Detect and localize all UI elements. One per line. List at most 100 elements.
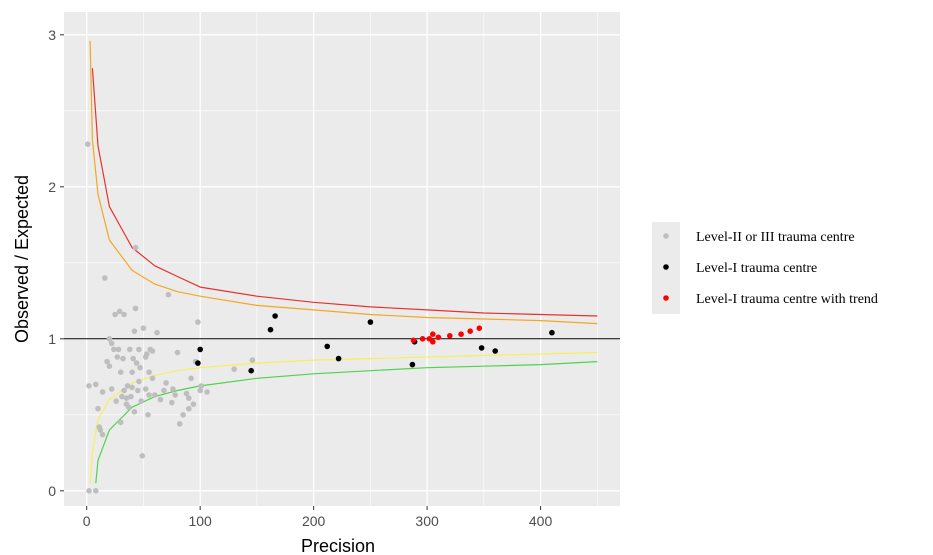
point-level-2-3 (106, 363, 113, 370)
point-level-1 (248, 367, 254, 374)
point-level-2-3 (114, 354, 121, 360)
minor-gridlines (64, 12, 620, 506)
point-level-2-3 (86, 488, 92, 494)
point-level-1 (197, 346, 203, 353)
point-level-2-3 (137, 364, 143, 371)
y-tick-label-0: 0 (48, 483, 56, 499)
point-level-2-3 (170, 386, 176, 392)
legend-marker-level-1 (663, 264, 669, 270)
legend-label-level-1: Level-I trauma centre (696, 261, 817, 276)
control-limit-line-1 (91, 68, 598, 317)
point-level-2-3 (136, 378, 142, 385)
point-level-2-3 (129, 369, 135, 376)
point-level-1-trend (410, 337, 417, 344)
point-level-1-trend (447, 333, 453, 339)
point-level-2-3 (113, 398, 119, 404)
point-level-2-3 (204, 389, 210, 395)
point-level-2-3 (132, 244, 139, 251)
point-level-1 (335, 355, 342, 362)
legend-marker-level-2-3 (663, 233, 669, 239)
point-level-2-3 (128, 393, 134, 400)
point-level-2-3 (149, 375, 156, 382)
point-level-2-3 (104, 358, 110, 365)
point-level-2-3 (139, 453, 146, 459)
point-level-2-3 (195, 319, 201, 325)
point-level-2-3 (146, 369, 152, 376)
point-level-2-3 (163, 380, 169, 386)
point-level-2-3 (121, 311, 127, 318)
point-level-1 (324, 343, 331, 350)
point-level-2-3 (120, 355, 126, 362)
y-tick-label-1: 1 (48, 331, 56, 347)
point-level-2-3 (99, 389, 106, 395)
major-gridlines (64, 12, 620, 506)
point-level-2-3 (154, 329, 160, 336)
legend-label-level-1-trend: Level-I trauma centre with trend (696, 292, 878, 307)
point-level-1-trend (435, 334, 442, 341)
control-limit-line-4 (95, 361, 598, 484)
point-level-2-3 (121, 387, 127, 394)
point-level-2-3 (180, 412, 186, 418)
point-level-2-3 (231, 366, 237, 373)
control-limits (89, 40, 598, 484)
point-level-2-3 (102, 275, 108, 281)
point-level-1 (272, 313, 278, 319)
y-tick-label-2: 2 (48, 179, 56, 195)
point-level-2-3 (161, 387, 167, 394)
point-level-2-3 (108, 340, 115, 347)
point-level-2-3 (165, 291, 172, 298)
point-level-2-3 (127, 346, 133, 353)
point-level-1-trend (419, 336, 426, 342)
x-tick-label-0: 0 (83, 513, 91, 529)
point-level-2-3 (172, 392, 178, 398)
point-level-2-3 (117, 369, 124, 376)
point-level-2-3 (144, 351, 150, 357)
point-level-2-3 (117, 419, 124, 426)
point-level-2-3 (149, 348, 156, 354)
point-level-2-3 (106, 336, 113, 342)
point-level-2-3 (142, 386, 149, 392)
point-level-2-3 (135, 387, 141, 394)
plot-panel (64, 12, 620, 506)
point-level-2-3 (169, 399, 175, 406)
x-axis-title: Precision (301, 536, 375, 555)
point-level-2-3 (129, 384, 135, 391)
point-level-2-3 (95, 405, 101, 412)
y-tick-label-3: 3 (48, 27, 56, 43)
legend-label-level-2-3: Level-II or III trauma centre (696, 230, 855, 245)
point-level-1 (195, 360, 201, 366)
point-level-2-3 (186, 395, 192, 401)
x-tick-label-200: 200 (302, 513, 326, 529)
point-level-1 (478, 345, 485, 351)
point-level-1 (409, 361, 416, 368)
y-axis-title: Observed / Expected (12, 175, 32, 343)
point-level-2-3 (176, 421, 183, 427)
point-level-2-3 (157, 396, 164, 403)
point-level-2-3 (125, 404, 132, 411)
point-level-2-3 (152, 392, 158, 398)
point-level-2-3 (249, 357, 256, 363)
point-level-2-3 (112, 311, 118, 318)
point-level-1 (267, 326, 274, 333)
point-level-2-3 (99, 431, 106, 438)
point-level-2-3 (190, 401, 197, 408)
point-level-2-3 (188, 375, 194, 382)
point-level-1-trend (458, 331, 464, 338)
point-level-2-3 (130, 355, 136, 362)
point-level-1 (549, 329, 555, 336)
point-level-2-3 (146, 392, 152, 398)
point-level-2-3 (119, 393, 125, 400)
point-level-2-3 (132, 305, 139, 312)
legend: Level-II or III trauma centre Level-I tr… (652, 222, 878, 314)
point-level-2-3 (97, 427, 104, 433)
point-level-2-3 (174, 349, 181, 356)
point-level-2-3 (133, 360, 140, 366)
point-level-2-3 (116, 308, 123, 315)
x-axis-ticks: 0 100 200 300 400 (83, 506, 552, 529)
point-level-2-3 (198, 383, 205, 389)
point-level-2-3 (140, 325, 147, 332)
point-level-1-trend (430, 331, 436, 338)
point-level-2-3 (145, 412, 151, 418)
point-level-2-3 (115, 346, 122, 353)
